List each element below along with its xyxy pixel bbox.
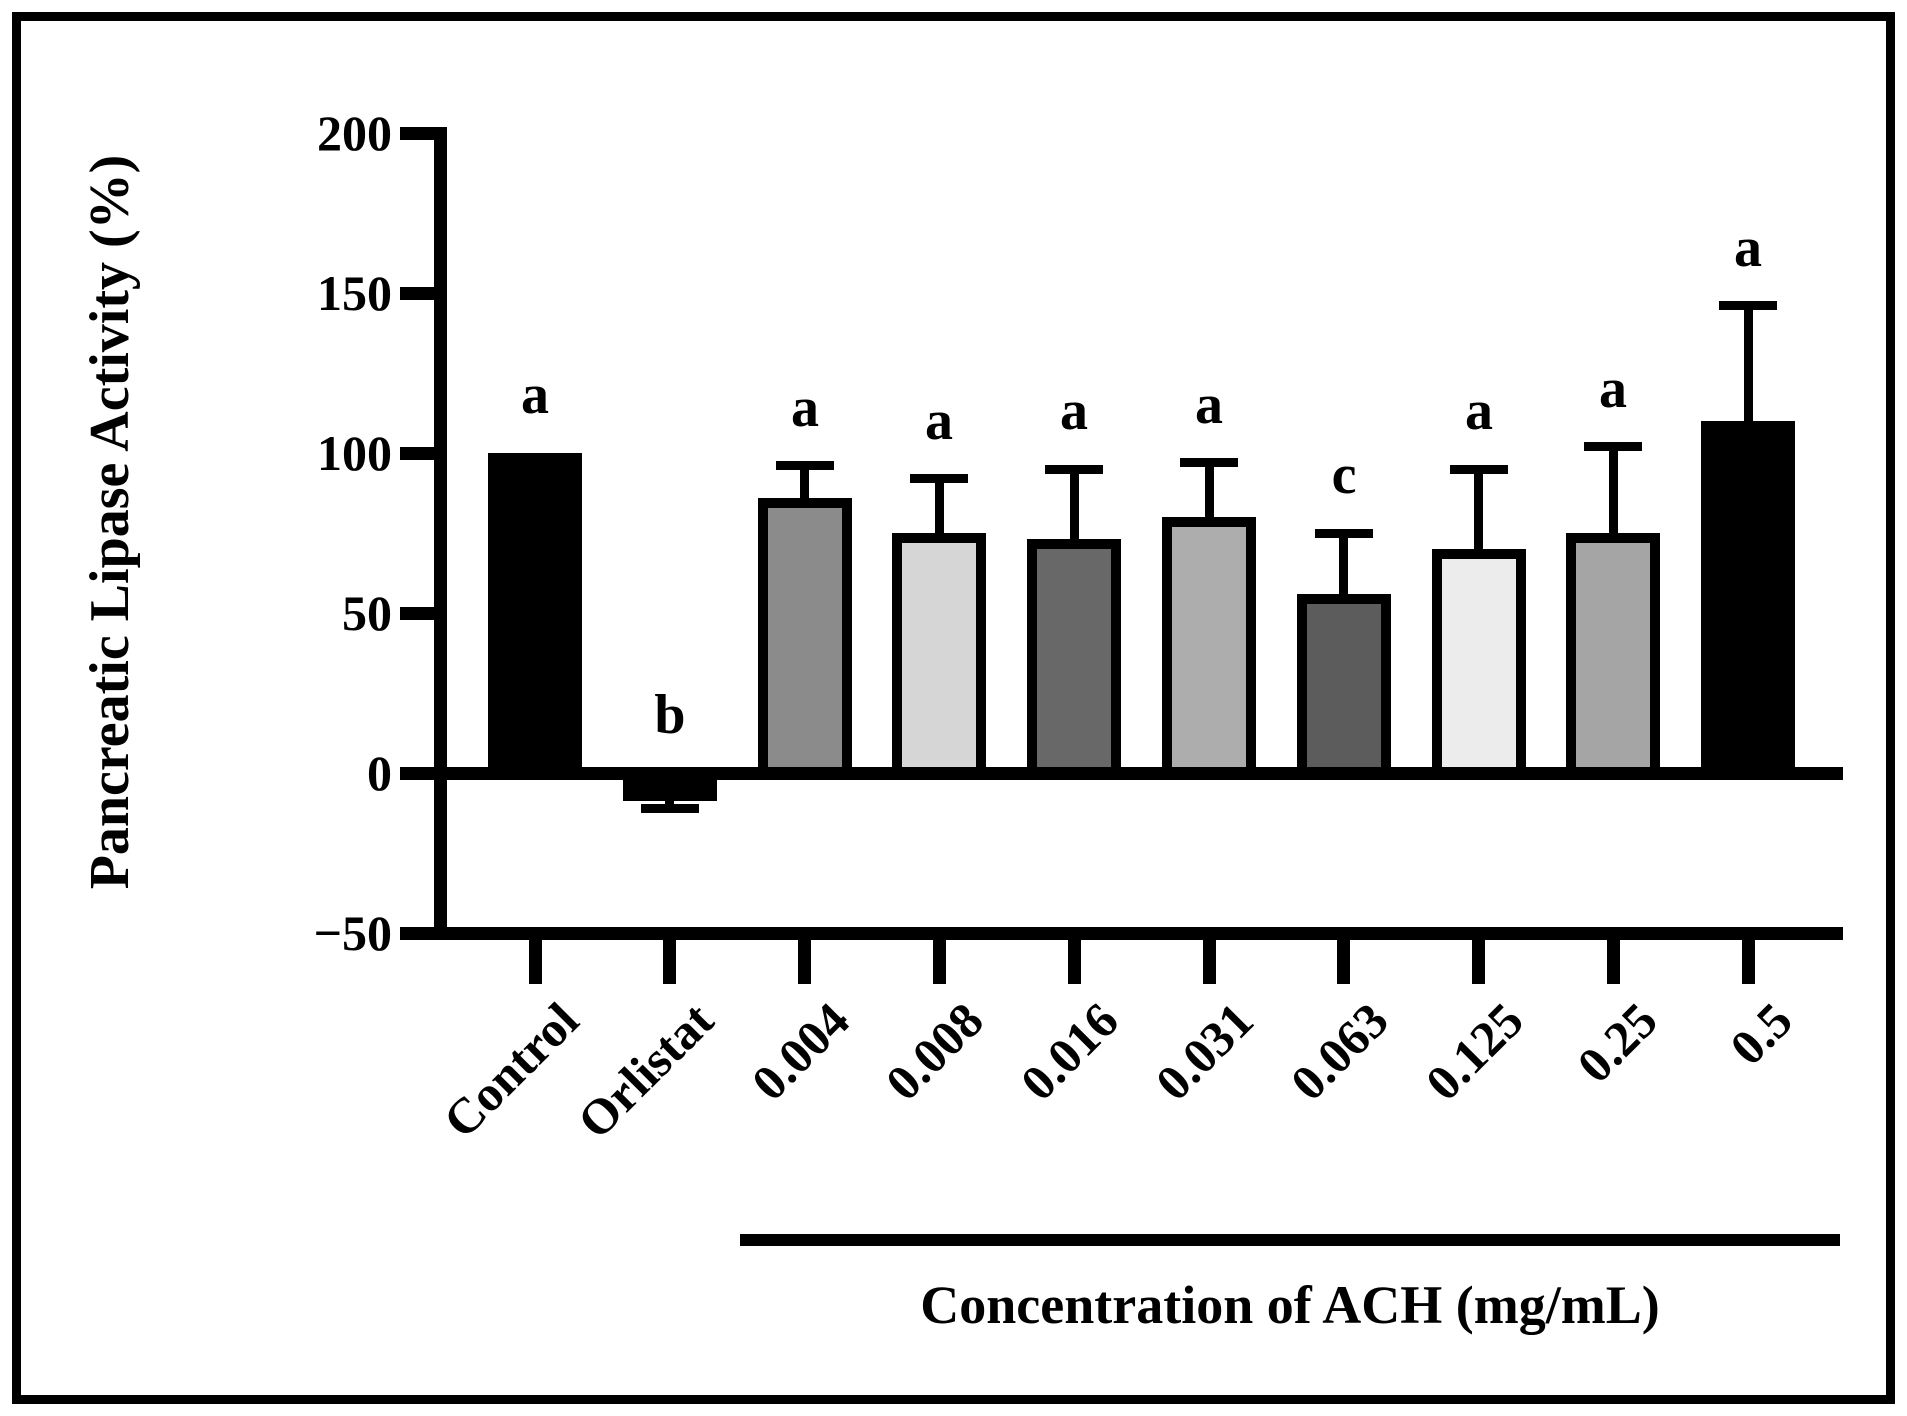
y-axis-title: Pancreatic Lipase Activity (%) [79, 154, 141, 890]
bar-0.016 [1027, 539, 1121, 780]
x-tick-label-0.063: 0.063 [1279, 991, 1399, 1111]
error-cap-0.063 [1315, 529, 1373, 538]
x-tick-0.016 [1068, 938, 1081, 984]
y-tick-0 [400, 767, 434, 780]
x-tick-0.5 [1742, 938, 1755, 984]
x-tick-label-0.5: 0.5 [1718, 991, 1803, 1076]
bar-0.25 [1566, 533, 1660, 780]
x-tick-0.004 [798, 938, 811, 984]
y-tick-100 [400, 447, 434, 460]
y-tick-label-200: 200 [317, 105, 392, 161]
y-tick-label-100: 100 [317, 425, 392, 481]
x-tick-label-0.008: 0.008 [874, 991, 994, 1111]
group-underline [740, 1234, 1840, 1246]
sig-letter-0.25: a [1599, 358, 1627, 420]
y-tick-label-0: 0 [367, 745, 392, 801]
y-tick-label-150: 150 [317, 265, 392, 321]
error-cap-0.031 [1180, 458, 1238, 467]
error-bar-0.063 [1339, 537, 1348, 596]
error-bar-0.25 [1609, 451, 1618, 535]
x-tick-0.063 [1337, 938, 1350, 984]
error-bar-0.004 [800, 470, 809, 500]
x-tick-0.031 [1203, 938, 1216, 984]
x-tick-0.008 [933, 938, 946, 984]
x-tick-Control [529, 938, 542, 984]
sig-letter-Orlistat: b [654, 684, 686, 746]
bar-0.031 [1162, 517, 1256, 780]
zero-line [434, 767, 1843, 780]
error-cap-0.008 [910, 474, 968, 483]
sig-letter-0.125: a [1465, 380, 1493, 442]
x-tick-0.125 [1472, 938, 1485, 984]
x-tick-label-Control: Control [432, 991, 590, 1149]
x-tick-label-0.016: 0.016 [1009, 991, 1129, 1111]
x-tick-label-0.125: 0.125 [1414, 991, 1534, 1111]
error-bar-0.031 [1205, 467, 1214, 519]
bar-0.5 [1701, 421, 1795, 780]
error-bar-0.016 [1070, 473, 1079, 541]
error-cap-0.004 [776, 461, 834, 470]
error-bar-Orlistat [665, 795, 674, 808]
x-tick-label-0.004: 0.004 [740, 991, 860, 1111]
sig-letter-0.031: a [1195, 374, 1223, 436]
sig-letter-0.004: a [791, 377, 819, 439]
error-cap-0.016 [1045, 465, 1103, 474]
y-axis-spine [434, 127, 447, 940]
sig-letter-Control: a [521, 364, 549, 426]
bar-0.008 [892, 533, 986, 780]
y-tick-label--50: −50 [313, 905, 393, 961]
error-bar-0.5 [1744, 310, 1753, 423]
x-tick-0.25 [1607, 938, 1620, 984]
y-tick-label-50: 50 [342, 585, 392, 641]
y-tick--50 [400, 927, 434, 940]
error-cap-Orlistat [641, 804, 699, 813]
x-tick-Orlistat [663, 938, 676, 984]
x-axis-spine [434, 927, 1843, 940]
error-cap-0.5 [1719, 301, 1777, 310]
error-bar-0.125 [1474, 473, 1483, 551]
sig-letter-0.016: a [1060, 380, 1088, 442]
bar-0.063 [1297, 594, 1391, 780]
y-tick-200 [400, 127, 434, 140]
group-axis-label: Concentration of ACH (mg/mL) [920, 1275, 1660, 1335]
x-tick-label-Orlistat: Orlistat [566, 991, 725, 1150]
bar-0.125 [1432, 549, 1526, 780]
error-cap-0.125 [1450, 465, 1508, 474]
y-tick-150 [400, 287, 434, 300]
x-tick-label-0.031: 0.031 [1144, 991, 1264, 1111]
y-tick-50 [400, 607, 434, 620]
error-cap-0.25 [1584, 442, 1642, 451]
error-bar-0.008 [935, 483, 944, 535]
x-tick-label-0.25: 0.25 [1565, 991, 1668, 1094]
sig-letter-0.008: a [925, 390, 953, 452]
sig-letter-0.063: c [1331, 444, 1357, 506]
bar-0.004 [758, 498, 852, 780]
bar-Control [488, 453, 582, 780]
sig-letter-0.5: a [1734, 217, 1762, 279]
